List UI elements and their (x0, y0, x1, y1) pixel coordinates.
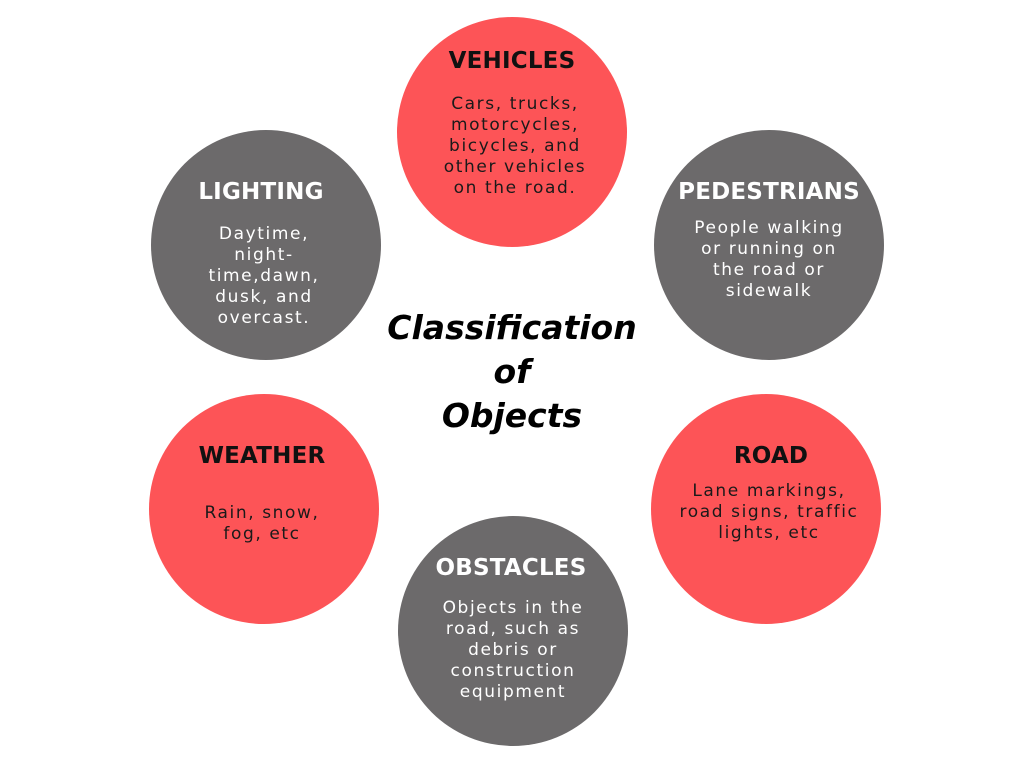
road-description: Lane markings, road signs, traffic light… (679, 481, 859, 543)
vehicles-circle: VEHICLES Cars, trucks, motorcycles, bicy… (397, 17, 627, 247)
lighting-circle: LIGHTING Daytime, night-time,dawn, dusk,… (151, 130, 381, 360)
weather-title: WEATHER (198, 443, 326, 469)
lighting-description: Daytime, night-time,dawn, dusk, and over… (208, 224, 320, 328)
title-line-1: Classification (387, 308, 637, 347)
obstacles-circle: OBSTACLES Objects in the road, such as d… (398, 516, 628, 746)
vehicles-title: VEHICLES (448, 48, 576, 74)
diagram-title: Classification of Objects (362, 306, 662, 438)
road-circle: ROAD Lane markings, road signs, traffic … (651, 394, 881, 624)
pedestrians-title: PEDESTRIANS (678, 179, 860, 205)
obstacles-description: Objects in the road, such as debris or c… (442, 598, 584, 702)
weather-description: Rain, snow, fog, etc (204, 503, 320, 544)
weather-circle: WEATHER Rain, snow, fog, etc (149, 394, 379, 624)
lighting-title: LIGHTING (198, 179, 324, 205)
road-title: ROAD (733, 443, 809, 469)
title-line-2: of (493, 352, 531, 391)
vehicles-description: Cars, trucks, motorcycles, bicycles, and… (443, 94, 587, 198)
obstacles-title: OBSTACLES (435, 555, 587, 581)
pedestrians-circle: PEDESTRIANS People walking or running on… (654, 130, 884, 360)
pedestrians-description: People walking or running on the road or… (694, 218, 844, 301)
title-line-3: Objects (441, 396, 583, 435)
